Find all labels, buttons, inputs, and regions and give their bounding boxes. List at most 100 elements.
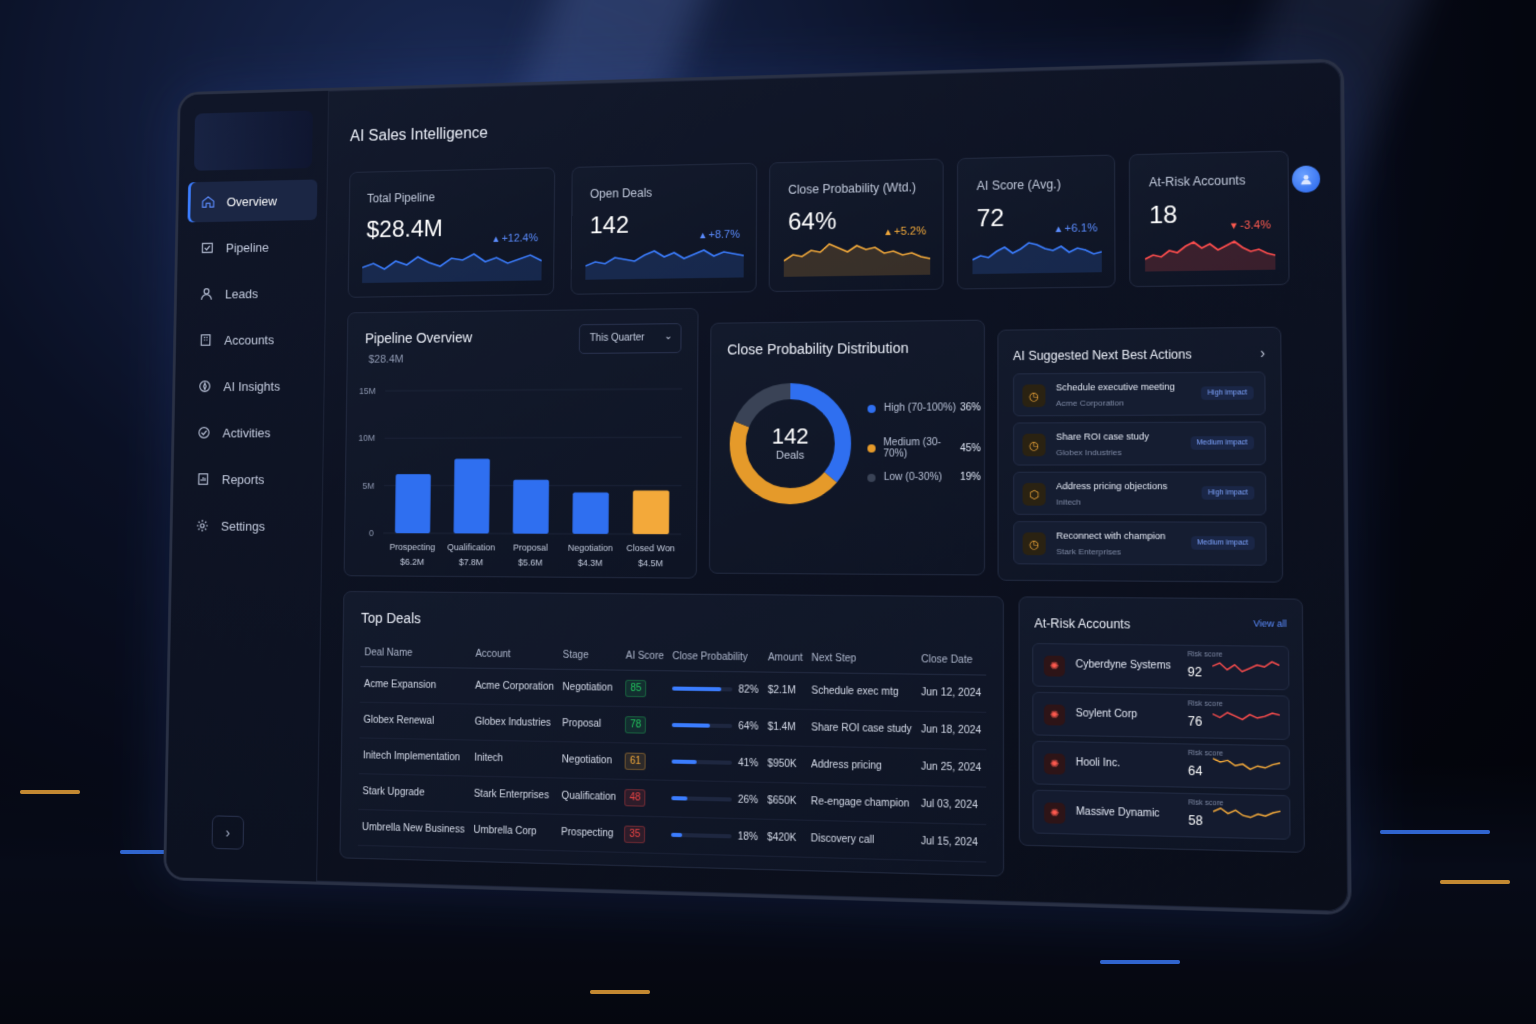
risk-sparkline xyxy=(1212,657,1279,681)
column-header[interactable]: Account xyxy=(471,640,560,670)
at-risk-account-row[interactable]: ✺ Soylent Corp Risk score 76 xyxy=(1032,691,1290,740)
column-header[interactable]: Close Date xyxy=(916,645,987,676)
at-risk-account-row[interactable]: ✺ Massive Dynamic Risk score 58 xyxy=(1032,789,1291,840)
bar-prospecting[interactable] xyxy=(394,474,431,534)
x-tick-label: Closed Won xyxy=(626,543,675,554)
column-header[interactable]: Close Probability xyxy=(668,642,764,673)
sidebar-item-ai-insights[interactable]: AI Insights xyxy=(184,365,314,407)
deal-account: Globex Industries xyxy=(470,704,559,742)
deal-amount: $420K xyxy=(762,819,807,858)
risk-sparkline-line xyxy=(1213,808,1280,818)
sidebar-item-activities[interactable]: Activities xyxy=(183,412,314,453)
donut-center: 142 Deals xyxy=(725,423,857,462)
probability-value: 82% xyxy=(738,684,759,696)
deal-stage: Proposal xyxy=(558,705,622,743)
deal-name[interactable]: Globex Renewal xyxy=(359,702,471,741)
probability-value: 26% xyxy=(737,794,759,807)
column-header[interactable]: Next Step xyxy=(807,644,917,675)
kpi-delta: ▴ +5.2% xyxy=(885,224,926,238)
action-card[interactable]: ◷ Reconnect with champion Stark Enterprise… xyxy=(1013,521,1267,566)
sidebar-item-label: Settings xyxy=(220,518,266,534)
light-streak xyxy=(20,790,80,794)
user-icon xyxy=(1301,174,1312,185)
at-risk-account-row[interactable]: ✺ Hooli Inc. Risk score 64 xyxy=(1032,740,1291,790)
account-name: Massive Dynamic xyxy=(1075,806,1160,820)
panel-title: At-Risk Accounts xyxy=(1034,616,1131,632)
legend-item: Low (0-30%) 19% xyxy=(867,472,981,483)
y-tick-label: 15M xyxy=(359,386,376,396)
probability-value: 41% xyxy=(738,757,759,770)
sparkline-area xyxy=(783,242,931,277)
probability-bar xyxy=(671,833,732,839)
at-risk-accounts-panel: At-Risk Accounts View all ✺ Cyberdyne Sys… xyxy=(1018,596,1305,853)
close-probability-cell: 82% xyxy=(667,670,764,709)
view-all-link[interactable]: View all xyxy=(1253,618,1287,630)
legend-dot xyxy=(867,404,876,413)
column-header[interactable]: Stage xyxy=(558,641,622,671)
deal-name[interactable]: Initech Implementation xyxy=(358,737,471,777)
x-tick-label: Qualification xyxy=(447,542,495,552)
alert-icon: ✺ xyxy=(1044,802,1066,824)
x-tick-label: Negotiation xyxy=(568,543,613,553)
deal-amount: $1.4M xyxy=(763,708,808,747)
bar-closed-won[interactable] xyxy=(632,490,670,535)
bar-qualification[interactable] xyxy=(453,458,490,534)
bar-negotiation[interactable] xyxy=(572,492,609,534)
deal-name[interactable]: Umbrella New Business xyxy=(357,809,470,849)
column-header[interactable]: Deal Name xyxy=(360,639,472,669)
kpi-card-total-pipeline[interactable]: Total Pipeline $28.4M ▴ +12.4% xyxy=(347,167,556,298)
at-risk-account-row[interactable]: ✺ Cyberdyne Systems Risk score 92 xyxy=(1032,643,1290,691)
collapse-sidebar-button[interactable]: › xyxy=(211,815,245,850)
bar-proposal[interactable] xyxy=(512,479,550,534)
risk-score-value: 64 xyxy=(1188,763,1203,779)
sidebar-item-accounts[interactable]: Accounts xyxy=(185,319,315,361)
deal-next-step: Discovery call xyxy=(806,820,917,861)
sidebar-item-overview[interactable]: Overview xyxy=(187,179,318,223)
legend-item: Medium (30-70%) 45% xyxy=(867,437,981,460)
kpi-delta: ▴ +8.7% xyxy=(700,228,740,242)
impact-badge: High impact xyxy=(1201,486,1255,500)
check-circle-icon xyxy=(196,425,211,441)
legend-label: Medium (30-70%) xyxy=(883,437,942,460)
kpi-delta-value: +6.1% xyxy=(1064,222,1098,236)
pipeline-bar-chart: 15M 10M 5M 0 Prospecting $6.2M Qualification $7… xyxy=(358,386,700,568)
top-deals-table: Deal Name Account Stage AI Score Close Proba… xyxy=(357,639,987,863)
deal-name[interactable]: Acme Expansion xyxy=(359,666,472,705)
kpi-card-ai-score-avg[interactable]: AI Score (Avg.) 72 ▴ +6.1% xyxy=(956,154,1116,290)
chevron-right-icon[interactable]: › xyxy=(1260,344,1266,362)
ai-score-cell: 85 xyxy=(621,670,669,708)
kpi-value: 72 xyxy=(976,204,1005,233)
arrow-up-icon: ▴ xyxy=(885,225,894,239)
logo-area xyxy=(193,110,313,171)
user-avatar[interactable] xyxy=(1291,165,1321,193)
kpi-card-close-probability-wtd[interactable]: Close Probability (Wtd.) 64% ▴ +5.2% xyxy=(768,158,944,293)
deal-next-step: Address pricing xyxy=(806,746,917,786)
deal-stage: Negotiation xyxy=(558,669,622,707)
donut-legend: High (70-100%) 36% Medium (30-70%) 45% Low (… xyxy=(867,402,981,483)
risk-sparkline xyxy=(1212,706,1279,730)
sidebar-item-label: Reports xyxy=(221,471,265,487)
pipeline-icon xyxy=(200,240,215,256)
risk-sparkline-line xyxy=(1212,661,1279,672)
deal-stage: Negotiation xyxy=(557,741,622,780)
sidebar-item-leads[interactable]: Leads xyxy=(186,272,316,314)
deal-amount: $2.1M xyxy=(763,672,808,710)
account-name: Cyberdyne Systems xyxy=(1075,659,1171,672)
sidebar-item-reports[interactable]: Reports xyxy=(182,459,313,500)
kpi-card-open-deals[interactable]: Open Deals 142 ▴ +8.7% xyxy=(570,162,758,295)
app-title: AI Sales Intelligence xyxy=(349,125,489,145)
action-card[interactable]: ◷ Schedule executive meeting Acme Corporat… xyxy=(1013,371,1266,417)
kpi-card-at-risk-accounts[interactable]: At-Risk Accounts 18 ▾ -3.4% xyxy=(1128,150,1290,288)
action-card[interactable]: ◷ Share ROI case study Globex Industries Me… xyxy=(1013,421,1267,466)
probability-bar-fill xyxy=(672,686,722,692)
sidebar-item-settings[interactable]: Settings xyxy=(182,505,313,546)
kpi-delta: ▾ -3.4% xyxy=(1231,218,1271,232)
action-card[interactable]: ⬡ Address pricing objections Initech High i… xyxy=(1013,471,1267,516)
column-header[interactable]: Amount xyxy=(763,644,808,673)
sidebar-item-pipeline[interactable]: Pipeline xyxy=(187,226,317,269)
close-probability-cell: 41% xyxy=(667,743,764,783)
probability-bar xyxy=(671,796,732,802)
action-account: Initech xyxy=(1056,497,1081,507)
deal-name[interactable]: Stark Upgrade xyxy=(358,773,471,813)
column-header[interactable]: AI Score xyxy=(621,642,669,671)
